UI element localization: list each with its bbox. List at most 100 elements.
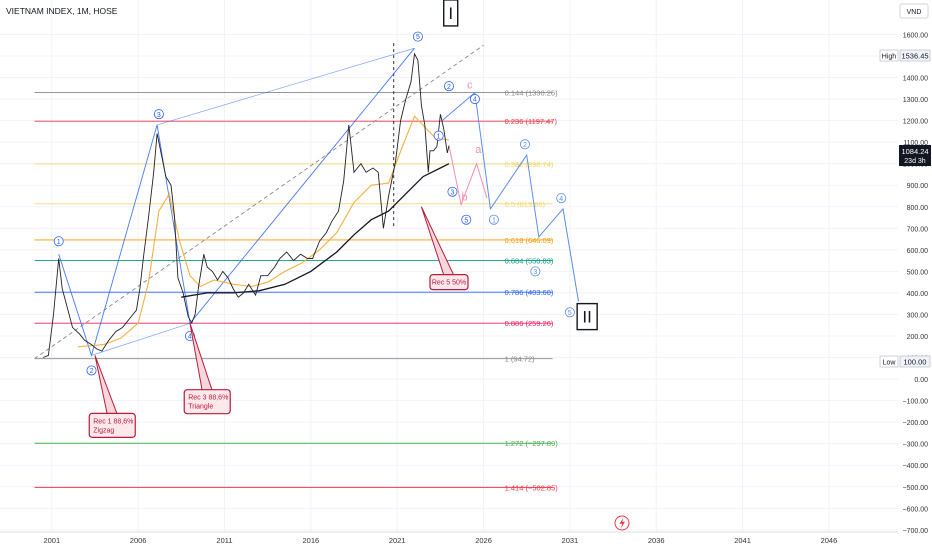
x-tick-label: 2016 [303,536,320,545]
corrective-wave-label: a [475,144,482,156]
y-tick-label: 300.00 [907,312,929,319]
fib-level-label: 0.382 (998.74) [505,160,554,169]
wave-label-circle [412,31,423,42]
wave-label: 2 [90,368,94,375]
corrective-wave-path [448,145,488,207]
moving-average-line [77,115,450,348]
x-tick-label: 2046 [821,536,838,545]
high-badge-label: High [882,54,897,61]
wave-label: 5 [464,217,468,224]
wave-label: 1 [57,239,61,246]
fib-level-label: 0.618 (646.09) [505,236,554,245]
callout-text: Triangle [188,404,213,411]
fib-level-label: 0.5 (813.86) [505,200,546,209]
fib-level-label: 0.236 (1197.47) [505,117,558,126]
wave-label-circle [564,307,575,318]
chart-title: VIETNAM INDEX, 1M, HOSE [6,6,118,16]
wave-label: 3 [157,112,161,119]
callout-box [88,412,136,438]
y-tick-label: 1600.00 [903,32,928,39]
x-tick-label: 2006 [130,536,147,545]
wave-label-circle [530,266,541,277]
low-badge: Low 100.00 [879,355,931,368]
low-badge-label: Low [883,360,897,367]
y-tick-label: −400.00 [903,463,929,470]
x-tick-label: 2021 [389,536,406,545]
y-tick-label: 0.00 [914,377,928,384]
y-tick-label: 1400.00 [903,76,928,83]
time-axis[interactable]: 2001 2006 2011 2016 2021 2026 2031 2036 2041 2046 [0,531,898,545]
wave-label: 4 [188,334,192,341]
callouts: Rec 1 88,6% Zigzag Rec 3 88,6% Triangle Rec … [88,206,469,438]
wave-label: 4 [473,97,477,104]
last-price-badge: 1084.24 23d 3h [899,145,931,166]
y-tick-label: 600.00 [907,248,929,255]
callout-text: Rec 1 88,6% [93,418,133,425]
wave-label-circle [433,130,444,141]
fib-level-label: 0.786 (403.60) [505,288,554,297]
y-tick-label: −200.00 [903,420,929,427]
low-badge-value: 100.00 [904,358,927,367]
y-tick-label: 500.00 [907,269,929,276]
wave-label-circle [556,193,567,204]
wave-label-circle [443,81,454,92]
y-tick-label: −100.00 [903,399,929,406]
last-price-countdown: 23d 3h [904,158,926,165]
y-tick-label: 1200.00 [903,119,928,126]
currency-badge[interactable]: VND [899,3,929,19]
wave-label-circle [519,139,530,150]
y-tick-label: 1100.00 [903,140,928,147]
channel-line [91,322,191,356]
last-price-value: 1084.24 [901,147,928,156]
y-tick-label: −700.00 [903,528,929,535]
y-tick-label: 1300.00 [903,97,928,104]
price-line [43,52,450,358]
fib-level-label: 1 (94.72) [505,355,536,364]
wave-label-circle [461,214,472,225]
corrective-wave-label: c [467,79,473,91]
y-tick-label: 900.00 [907,183,929,190]
wave-label: 2 [447,84,451,91]
y-tick-label: 400.00 [907,291,929,298]
high-badge: High 1536.45 [879,49,931,62]
callout-text: Zigzag [93,427,114,434]
x-tick-label: 2011 [216,536,232,545]
x-tick-label: 2001 [43,536,60,545]
wave-label-circle [447,186,458,197]
projection-wave-path [441,91,579,302]
long-term-ma-line [181,163,450,298]
fib-level-label: 0.886 (259.26) [505,319,554,328]
wave-label: 5 [568,310,572,317]
x-tick-label: 2041 [734,536,751,545]
degree-label-box [443,0,459,27]
wave-label: 4 [559,196,563,203]
callout-text: Rec 3 88,6% [188,395,228,402]
wave-label: 5 [416,34,420,41]
y-tick-label: −500.00 [903,485,929,492]
currency-label: VND [907,9,922,16]
corrective-wave-label: b [461,191,467,203]
y-tick-label: −600.00 [903,506,929,513]
wave-label: 3 [533,269,537,276]
y-tick-label: 200.00 [907,334,929,341]
y-tick-label: 800.00 [907,205,929,212]
x-tick-label: 2036 [648,536,665,545]
fib-retracement[interactable]: 0.144 (1330.26) 0.236 (1197.47) 0.382 (998… [34,89,559,493]
wave-label-circle [469,94,480,105]
lightning-icon[interactable] [614,515,630,531]
x-tick-label: 2031 [562,536,579,545]
price-axis[interactable]: 1600.001500.001400.001300.001200.001100.… [903,32,929,534]
degree-label: I [448,4,453,23]
degree-label-box [576,302,598,331]
wave-label: 1 [437,133,441,140]
fib-level-label: 0.144 (1330.26) [505,89,558,98]
wave-label-circle [153,109,164,120]
high-badge-value: 1536.45 [901,52,928,61]
callout-text: Rec 5 50% [432,280,466,287]
drawings [34,43,579,360]
wave-label: 2 [523,142,527,149]
degree-label: II [582,308,591,327]
price-axis-background[interactable] [898,0,932,550]
